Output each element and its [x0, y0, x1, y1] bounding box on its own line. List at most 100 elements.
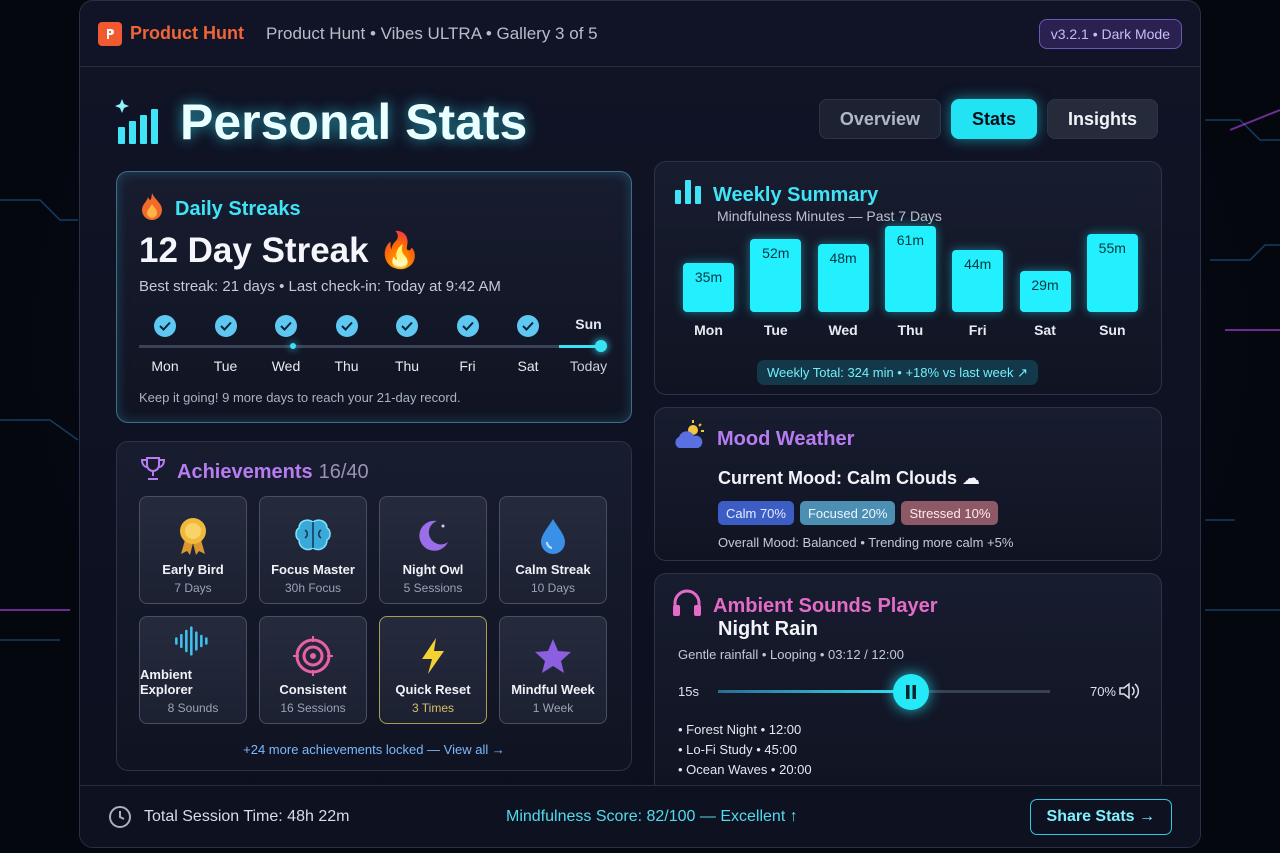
bar-value-label: 29m — [1031, 277, 1059, 293]
badge-name: Quick Reset — [395, 682, 471, 697]
session-time-text: Total Session Time: 48h 22m — [144, 807, 350, 825]
checkmark-icon — [275, 315, 297, 337]
checkmark-icon — [154, 315, 176, 337]
tab-insights[interactable]: Insights — [1046, 99, 1158, 139]
playlist-item[interactable]: • Ocean Waves • 20:00 — [678, 762, 812, 777]
badge-mindful-week[interactable]: Mindful Week 1 Week — [499, 616, 607, 724]
bar-sun[interactable]: 55m — [1086, 234, 1138, 312]
badge-calm-streak[interactable]: Calm Streak 10 Days — [499, 496, 607, 604]
app-window: Product Hunt Product Hunt • Vibes ULTRA … — [79, 0, 1201, 848]
checkmark-icon — [214, 315, 237, 337]
badge-detail: 5 Sessions — [403, 581, 463, 595]
badge-consistent[interactable]: Consistent 16 Sessions — [259, 616, 367, 724]
mindfulness-score: Mindfulness Score: 82/100 — Excellent ↑ — [506, 807, 798, 825]
achievements-title: Achievements — [177, 460, 313, 483]
bar-value-label: 35m — [694, 269, 723, 285]
flame-icon — [139, 192, 165, 226]
breadcrumb: Product Hunt • Vibes ULTRA • Gallery 3 o… — [266, 23, 598, 43]
playback-progress — [718, 690, 911, 693]
badge-detail: 16 Sessions — [280, 701, 346, 715]
ambient-player-header: Ambient Sounds Player — [671, 588, 938, 624]
streak-subtitle: Best streak: 21 days • Last check-in: To… — [139, 278, 501, 295]
achievements-header: Achievements 16/40 — [139, 456, 369, 488]
bar-chart-icon — [673, 178, 703, 212]
mood-chip-stressed: Stressed 10% — [901, 501, 999, 525]
star-icon — [533, 636, 573, 676]
mood-weather-card: Mood Weather Current Mood: Calm Clouds ☁… — [654, 407, 1162, 561]
bar-category-label: Sat — [1034, 322, 1056, 338]
badge-ambient-explorer[interactable]: Ambient Explorer 8 Sounds — [139, 616, 247, 724]
daily-streaks-card: Daily Streaks 12 Day Streak 🔥 Best strea… — [116, 171, 632, 423]
page-header: Personal Stats — [114, 93, 527, 151]
streak-week-track: Mon Tue Wed Thu Thu Fri Sat Sun Today — [139, 312, 609, 382]
badge-detail: 3 Times — [411, 701, 454, 715]
bar-value-label: 48m — [829, 250, 857, 266]
medal-icon — [173, 516, 213, 556]
badge-early-bird[interactable]: Early Bird 7 Days — [139, 496, 247, 604]
lightning-icon — [413, 636, 453, 676]
playback-controls: 15s 70% — [678, 674, 1142, 710]
playlist-item[interactable]: • Lo-Fi Study • 45:00 — [678, 742, 797, 757]
checkmark-icon — [396, 315, 418, 337]
track-title: Night Rain — [718, 618, 818, 640]
volume-icon[interactable] — [1118, 682, 1140, 705]
streak-day-label: Fri — [459, 358, 476, 374]
mood-weather-title: Mood Weather — [717, 427, 855, 450]
bar-wed[interactable]: 48m — [817, 244, 869, 312]
streak-day — [317, 312, 377, 337]
view-all-achievements-link[interactable]: +24 more achievements locked — View all … — [243, 742, 505, 757]
version-badge: v3.2.1 • Dark Mode — [1038, 18, 1182, 49]
streak-note: Keep it going! 9 more days to reach your… — [139, 390, 461, 405]
badge-night-owl[interactable]: Night Owl 5 Sessions — [379, 496, 487, 604]
volume-level: 70% — [1089, 684, 1116, 699]
streak-day-label: Thu — [394, 358, 420, 374]
product-hunt-logo[interactable]: Product Hunt — [98, 21, 244, 46]
bar-category-label: Sun — [1099, 322, 1126, 338]
streak-day-label: Wed — [271, 358, 301, 374]
tab-stats[interactable]: Stats — [950, 99, 1037, 139]
mood-chip-focused: Focused 20% — [799, 501, 896, 525]
mood-chip-calm: Calm 70% — [718, 501, 794, 525]
bar-value-label: 44m — [964, 256, 992, 272]
mood-weather-header: Mood Weather — [671, 420, 854, 458]
streak-track-marker — [290, 343, 296, 349]
streak-day-label: Tue — [213, 358, 238, 374]
share-stats-button[interactable]: Share Stats → — [1029, 798, 1172, 835]
streak-day-label: Today — [569, 358, 608, 374]
badge-name: Calm Streak — [515, 562, 591, 577]
badge-name: Night Owl — [402, 562, 464, 577]
playlist-item[interactable]: • Forest Night • 12:00 — [678, 722, 802, 737]
badge-focus-master[interactable]: Focus Master 30h Focus — [259, 496, 367, 604]
moon-icon — [413, 516, 453, 556]
water-drop-icon — [533, 516, 573, 556]
streak-headline: 12 Day Streak 🔥 — [139, 231, 422, 270]
badge-name: Early Bird — [162, 562, 224, 577]
bar-category-label: Fri — [968, 322, 987, 338]
streak-day — [498, 312, 558, 337]
bar-category-label: Mon — [694, 322, 723, 338]
brand-name: Product Hunt — [130, 23, 244, 43]
badge-quick-reset[interactable]: Quick Reset 3 Times — [379, 616, 487, 724]
bar-thu[interactable]: 61m — [884, 226, 936, 312]
streak-day-label: Sat — [517, 358, 539, 374]
badge-detail: 1 Week — [532, 701, 574, 715]
bar-tue[interactable]: 52m — [750, 239, 802, 312]
badge-name: Ambient Explorer — [140, 667, 193, 697]
bar-sat[interactable]: 29m — [1019, 271, 1071, 312]
target-icon — [293, 636, 333, 676]
product-hunt-icon — [98, 21, 122, 46]
tab-overview[interactable]: Overview — [818, 99, 941, 139]
ambient-player-title: Ambient Sounds Player — [713, 594, 938, 617]
bar-chart-sparkle-icon — [115, 99, 158, 144]
pause-button[interactable] — [893, 674, 929, 710]
badge-detail: 30h Focus — [284, 581, 342, 595]
skip-back-button[interactable]: 15s — [678, 684, 699, 699]
bar-mon[interactable]: 35m — [683, 263, 734, 312]
achievements-count: 16/40 — [318, 460, 369, 483]
bar-category-label: Wed — [828, 322, 858, 338]
view-tabs: Overview Stats Insights — [818, 99, 1158, 139]
streak-day-label: Thu — [334, 358, 359, 374]
weekly-summary-header: Weekly Summary — [673, 178, 878, 212]
bar-category-label: Tue — [763, 322, 788, 338]
bar-fri[interactable]: 44m — [952, 250, 1004, 312]
